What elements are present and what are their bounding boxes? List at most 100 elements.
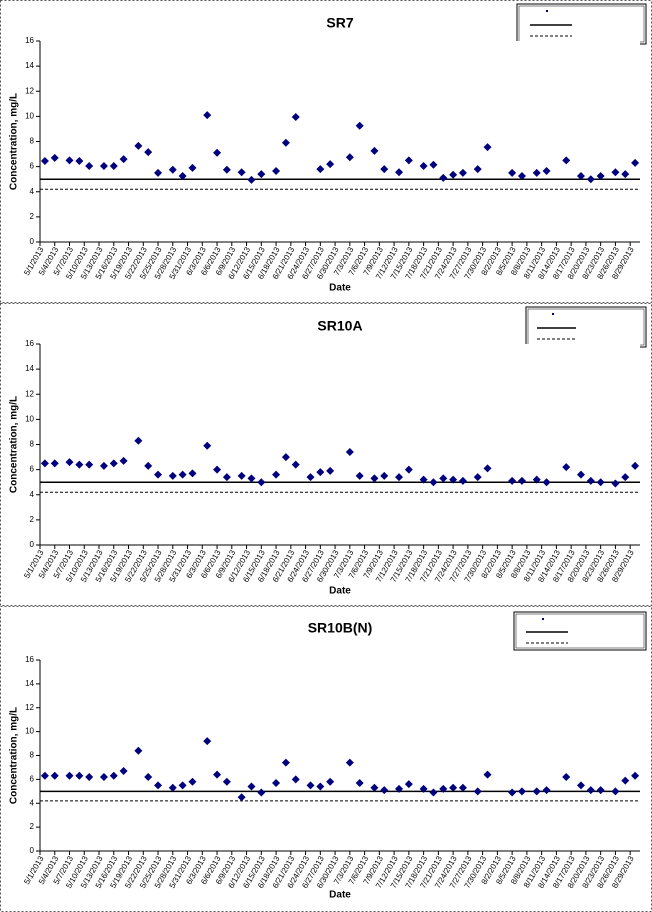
y-tick-label: 4 — [30, 187, 35, 196]
data-point — [345, 153, 354, 162]
data-point — [419, 475, 428, 484]
legend-marker — [546, 10, 548, 12]
data-point — [188, 469, 197, 478]
y-tick-label: 16 — [25, 36, 34, 45]
data-point — [168, 783, 177, 792]
data-point — [429, 478, 438, 487]
y-tick-label: 8 — [30, 440, 35, 449]
legend — [516, 3, 647, 45]
data-point — [532, 168, 541, 177]
plot-area — [40, 660, 640, 851]
data-point — [449, 170, 458, 179]
data-point — [75, 771, 84, 780]
plot-area — [40, 41, 640, 242]
data-point — [178, 781, 187, 790]
data-point — [439, 784, 448, 793]
plot-area — [40, 344, 640, 545]
data-point — [257, 170, 266, 179]
data-point — [449, 475, 458, 484]
data-point — [370, 146, 379, 155]
data-point — [395, 473, 404, 482]
x-axis-label: Date — [329, 890, 351, 901]
data-point — [237, 168, 246, 177]
legend-box — [525, 306, 647, 348]
data-point — [586, 476, 595, 485]
data-point — [75, 460, 84, 469]
data-point — [576, 172, 585, 181]
data-point — [345, 758, 354, 767]
data-point — [596, 478, 605, 487]
y-tick-label: 0 — [30, 237, 35, 246]
data-point — [370, 474, 379, 483]
data-point — [586, 786, 595, 795]
data-point — [395, 168, 404, 177]
data-point — [355, 778, 364, 787]
data-point — [380, 471, 389, 480]
data-point — [75, 156, 84, 165]
data-point — [429, 160, 438, 169]
data-point — [562, 463, 571, 472]
data-point — [99, 461, 108, 470]
data-point — [119, 155, 128, 164]
legend — [513, 611, 647, 651]
y-tick-label: 12 — [25, 703, 34, 712]
data-point — [562, 156, 571, 165]
data-point — [517, 787, 526, 796]
legend-box — [516, 3, 647, 45]
data-point — [134, 436, 143, 445]
data-point — [40, 156, 49, 165]
data-point — [483, 464, 492, 473]
y-tick-label: 2 — [30, 822, 35, 831]
y-tick-label: 4 — [30, 798, 35, 807]
data-point — [281, 138, 290, 147]
data-point — [404, 780, 413, 789]
data-point — [281, 453, 290, 462]
chart-title: SR7 — [326, 15, 353, 31]
data-point — [517, 172, 526, 181]
data-point — [395, 784, 404, 793]
data-point — [144, 148, 153, 157]
data-point — [237, 471, 246, 480]
data-point — [562, 772, 571, 781]
data-point — [237, 793, 246, 802]
data-point — [257, 788, 266, 797]
y-tick-label: 12 — [25, 86, 34, 95]
data-point — [109, 161, 118, 170]
data-point — [508, 168, 517, 177]
data-point — [85, 161, 94, 170]
data-point — [380, 786, 389, 795]
x-axis-label: Date — [329, 283, 351, 294]
x-axis-label: Date — [329, 586, 351, 597]
data-point — [439, 173, 448, 182]
data-point — [419, 161, 428, 170]
legend-marker — [542, 618, 544, 620]
data-point — [203, 111, 212, 120]
data-point — [178, 470, 187, 479]
data-point — [517, 476, 526, 485]
y-tick-label: 14 — [25, 364, 34, 373]
data-point — [326, 777, 335, 786]
data-point — [109, 771, 118, 780]
data-point — [40, 459, 49, 468]
data-point — [272, 778, 281, 787]
data-point — [621, 170, 630, 179]
data-point — [178, 172, 187, 181]
data-point — [222, 473, 231, 482]
data-point — [483, 143, 492, 152]
data-point — [40, 771, 49, 780]
data-point — [326, 160, 335, 169]
data-point — [429, 788, 438, 797]
data-point — [631, 461, 640, 470]
data-point — [134, 141, 143, 150]
data-point — [404, 465, 413, 474]
data-point — [458, 476, 467, 485]
data-point — [576, 781, 585, 790]
data-point — [355, 471, 364, 480]
data-point — [542, 478, 551, 487]
data-point — [473, 473, 482, 482]
legend-box — [513, 611, 647, 651]
legend-marker — [552, 313, 554, 315]
y-tick-label: 6 — [30, 162, 35, 171]
y-tick-label: 2 — [30, 212, 35, 221]
